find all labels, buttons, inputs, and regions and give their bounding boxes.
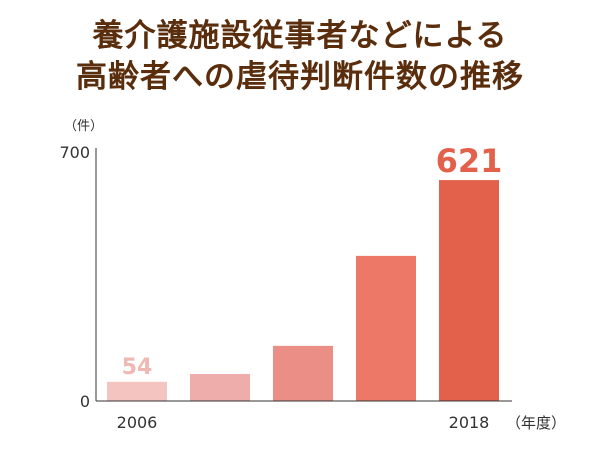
x-tick-label-5: 2018 (449, 413, 490, 432)
y-axis-unit-label: （件） (64, 119, 103, 134)
x-axis-unit-label: （年度） (506, 414, 566, 432)
chart-title-line1: 養介護施設従事者などによる (92, 18, 508, 54)
x-ticks-layer: 2006 2018 (117, 413, 490, 432)
y-tick-label-0: 0 (80, 392, 90, 411)
data-label-1: 54 (122, 355, 153, 380)
data-label-5: 621 (436, 142, 503, 180)
y-tick-label-700: 700 (59, 143, 90, 162)
y-ticks-layer: 0 700 (59, 143, 90, 411)
x-tick-label-1: 2006 (117, 413, 158, 432)
bar-2 (190, 373, 250, 401)
data-labels-layer: 54 621 (122, 142, 503, 380)
bars-layer (107, 180, 499, 401)
bar-3 (273, 345, 333, 401)
bar-1 (107, 381, 167, 401)
bar-4 (356, 255, 416, 401)
chart-title-line2: 高齢者への虐待判断件数の推移 (76, 59, 524, 95)
bar-5 (439, 180, 499, 401)
